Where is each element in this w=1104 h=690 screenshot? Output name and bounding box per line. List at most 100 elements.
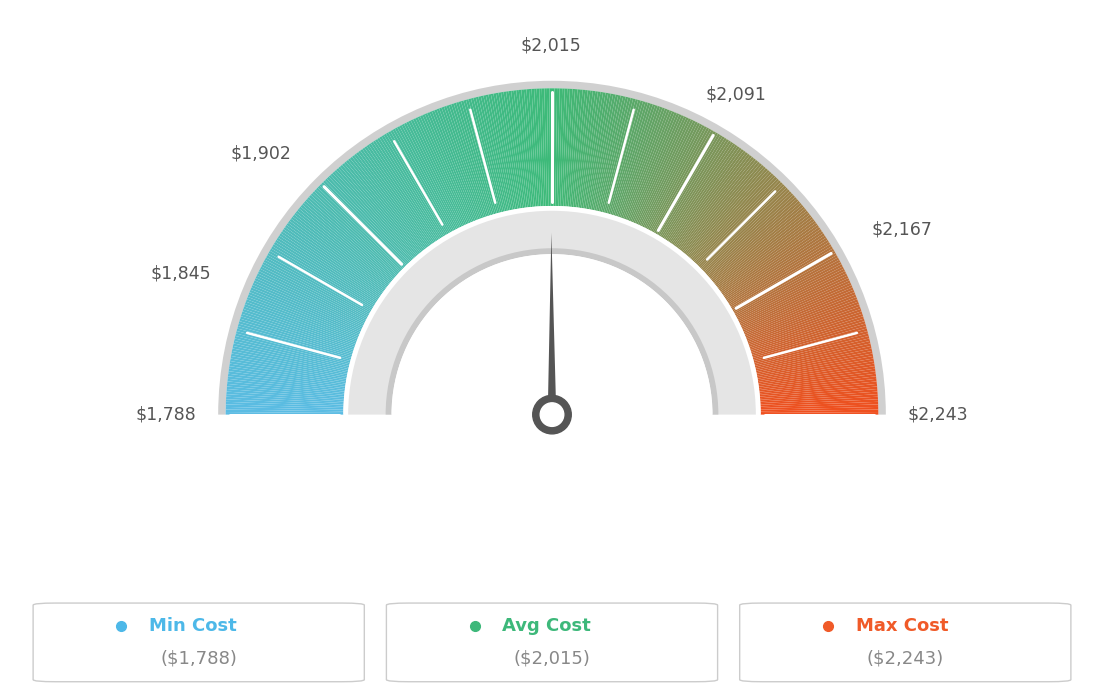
Wedge shape: [400, 125, 456, 230]
Wedge shape: [244, 304, 355, 346]
Wedge shape: [375, 139, 440, 239]
Wedge shape: [272, 246, 373, 308]
Wedge shape: [247, 295, 358, 339]
Wedge shape: [402, 124, 457, 230]
Wedge shape: [230, 359, 347, 380]
Wedge shape: [236, 328, 351, 361]
Text: $2,015: $2,015: [520, 37, 581, 55]
Wedge shape: [539, 88, 545, 206]
Wedge shape: [761, 391, 878, 402]
Wedge shape: [760, 376, 877, 392]
Wedge shape: [740, 271, 846, 324]
Wedge shape: [230, 364, 346, 384]
Wedge shape: [242, 311, 354, 350]
Wedge shape: [591, 94, 616, 210]
Wedge shape: [754, 333, 869, 364]
Wedge shape: [705, 193, 794, 274]
Wedge shape: [256, 276, 363, 327]
Wedge shape: [666, 141, 731, 240]
Wedge shape: [590, 94, 613, 210]
Wedge shape: [454, 103, 490, 216]
Wedge shape: [550, 88, 552, 206]
Wedge shape: [737, 264, 842, 320]
Wedge shape: [332, 172, 413, 260]
Wedge shape: [238, 321, 352, 357]
Wedge shape: [757, 353, 873, 377]
Wedge shape: [529, 89, 539, 206]
Wedge shape: [687, 165, 764, 256]
Wedge shape: [562, 88, 570, 206]
Wedge shape: [714, 208, 807, 284]
Wedge shape: [732, 248, 835, 310]
Wedge shape: [618, 105, 658, 217]
Wedge shape: [578, 91, 595, 208]
Wedge shape: [605, 99, 638, 213]
Wedge shape: [385, 248, 719, 415]
Wedge shape: [234, 341, 349, 369]
Wedge shape: [745, 292, 856, 338]
Wedge shape: [758, 368, 875, 387]
Wedge shape: [757, 359, 874, 380]
Wedge shape: [751, 316, 864, 353]
Wedge shape: [648, 125, 704, 230]
Wedge shape: [246, 299, 357, 342]
Wedge shape: [729, 242, 830, 306]
Wedge shape: [319, 184, 404, 268]
Wedge shape: [484, 95, 510, 210]
Wedge shape: [761, 394, 878, 403]
Wedge shape: [723, 227, 820, 296]
Wedge shape: [739, 268, 845, 323]
Wedge shape: [226, 389, 344, 400]
Wedge shape: [694, 177, 777, 264]
Wedge shape: [725, 233, 825, 300]
Wedge shape: [350, 157, 424, 250]
Wedge shape: [316, 188, 402, 270]
Wedge shape: [746, 295, 857, 339]
Wedge shape: [382, 135, 445, 237]
Wedge shape: [389, 131, 448, 234]
Wedge shape: [701, 186, 786, 269]
Wedge shape: [342, 163, 420, 255]
Wedge shape: [696, 179, 779, 265]
Wedge shape: [250, 290, 359, 336]
Wedge shape: [708, 197, 797, 277]
Wedge shape: [756, 351, 872, 375]
Text: ($1,788): ($1,788): [160, 650, 237, 668]
Wedge shape: [611, 101, 646, 215]
Wedge shape: [546, 88, 551, 206]
Wedge shape: [576, 90, 593, 208]
Wedge shape: [227, 374, 346, 390]
Wedge shape: [715, 213, 810, 287]
FancyBboxPatch shape: [386, 603, 718, 682]
Wedge shape: [724, 231, 824, 299]
Wedge shape: [718, 217, 813, 289]
Wedge shape: [673, 149, 744, 246]
Wedge shape: [360, 149, 431, 246]
Wedge shape: [325, 179, 408, 265]
Wedge shape: [607, 100, 640, 214]
Wedge shape: [755, 341, 870, 369]
Wedge shape: [306, 199, 395, 278]
Wedge shape: [464, 100, 497, 214]
FancyBboxPatch shape: [33, 603, 364, 682]
Wedge shape: [658, 134, 720, 236]
Wedge shape: [672, 148, 742, 245]
Wedge shape: [753, 326, 867, 359]
Wedge shape: [670, 146, 740, 244]
Wedge shape: [231, 356, 347, 379]
Wedge shape: [683, 161, 760, 254]
Text: $2,167: $2,167: [871, 221, 933, 239]
Wedge shape: [679, 155, 752, 250]
Wedge shape: [747, 302, 859, 344]
Wedge shape: [684, 163, 762, 255]
Wedge shape: [758, 366, 875, 385]
Wedge shape: [323, 180, 406, 266]
Wedge shape: [661, 137, 724, 237]
Wedge shape: [693, 175, 775, 262]
Text: Max Cost: Max Cost: [856, 617, 948, 635]
Wedge shape: [225, 409, 343, 413]
Wedge shape: [654, 130, 713, 233]
Wedge shape: [667, 142, 733, 241]
Wedge shape: [226, 386, 344, 398]
Wedge shape: [273, 244, 374, 307]
